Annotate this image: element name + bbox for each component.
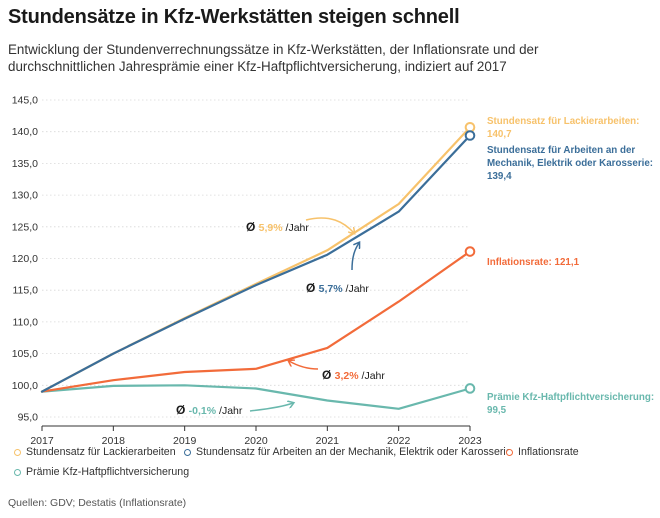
annotation-unit: /Jahr — [362, 370, 386, 382]
annotation-symbol: Ø — [176, 403, 189, 417]
chart-subtitle: Entwicklung der Stundenverrechnungssätze… — [8, 42, 539, 74]
end-label-lack: 140,7 — [487, 129, 512, 140]
annotation-praemie: Ø -0,1% /Jahr — [176, 403, 243, 417]
x-tick-label: 2019 — [173, 435, 197, 447]
annotation-arrow-praemie — [249, 403, 293, 412]
end-marker-mechanik — [464, 130, 476, 141]
y-tick-label: 130,0 — [12, 190, 38, 202]
annotation-unit: /Jahr — [219, 405, 243, 417]
annotation-arrow-inflation — [289, 361, 319, 370]
chart-title: Stundensätze in Kfz-Werkstätten steigen … — [8, 6, 460, 28]
end-label-lack: Stundensatz für Lackierarbeiten: — [487, 116, 639, 127]
y-tick-label: 100,0 — [12, 380, 38, 392]
end-label-inflation: Inflationsrate: 121,1 — [487, 257, 580, 268]
series-line-praemie — [40, 384, 472, 410]
end-label-mechanik: 139,4 — [487, 171, 512, 182]
series-line-inflation — [40, 250, 472, 393]
y-tick-label: 145,0 — [12, 95, 38, 107]
y-tick-label: 95,0 — [18, 412, 39, 424]
annotation-arrow-mechanik — [351, 243, 359, 271]
x-tick-label: 2023 — [458, 435, 482, 447]
annotation-lack: Ø 5,9% /Jahr — [246, 220, 309, 234]
legend-marker-icon — [184, 448, 191, 456]
legend-marker-icon — [14, 448, 21, 456]
source-note: Quellen: GDV; Destatis (Inflationsrate) — [8, 497, 187, 509]
legend-item-praemie: Prämie Kfz-Haftpflichtversicherung — [14, 466, 189, 478]
annotation-unit: /Jahr — [286, 222, 310, 234]
end-marker-praemie — [464, 383, 476, 394]
y-tick-label: 115,0 — [13, 285, 39, 297]
legend-label: Prämie Kfz-Haftpflichtversicherung — [26, 466, 190, 478]
annotation-symbol: Ø — [322, 368, 335, 382]
end-label-praemie: 99,5 — [487, 405, 507, 416]
legend-marker-icon — [506, 448, 513, 456]
annotation-value: 3,2% — [335, 370, 362, 382]
annotation-symbol: Ø — [306, 281, 319, 295]
annotation-value: -0,1% — [189, 405, 219, 417]
annotation-value: 5,9% — [259, 222, 286, 234]
legend-marker-icon — [14, 468, 21, 476]
x-tick-label: 2018 — [102, 435, 126, 447]
x-tick-label: 2022 — [387, 435, 411, 447]
y-tick-label: 135,0 — [12, 158, 38, 170]
y-tick-label: 105,0 — [12, 348, 38, 360]
end-marker-inflation — [464, 246, 476, 257]
series-line-mechanik — [40, 134, 472, 393]
legend-item-inflationsrate: Inflationsrate — [506, 446, 579, 458]
end-label-mechanik: Stundensatz für Arbeiten an der — [487, 145, 635, 156]
y-tick-label: 110,0 — [13, 316, 39, 328]
end-label-praemie: Prämie Kfz-Haftpflichtversicherung: — [487, 392, 654, 403]
y-tick-label: 140,0 — [12, 126, 38, 138]
annotation-inflation: Ø 3,2% /Jahr — [322, 368, 385, 382]
end-label-mechanik: Mechanik, Elektrik oder Karosserie: — [487, 158, 653, 169]
annotation-mechanik: Ø 5,7% /Jahr — [306, 281, 369, 295]
legend-label: Inflationsrate — [518, 446, 579, 458]
x-tick-label: 2020 — [244, 435, 268, 447]
series-line-lack — [40, 126, 472, 393]
x-tick-label: 2021 — [316, 435, 340, 447]
legend-label: Stundensatz für Lackierarbeiten — [26, 446, 176, 458]
x-tick-label: 2017 — [30, 435, 54, 447]
annotation-value: 5,7% — [319, 283, 346, 295]
legend-item-lackierarbeiten: Stundensatz für Lackierarbeiten — [14, 446, 176, 458]
y-tick-label: 125,0 — [12, 221, 38, 233]
y-tick-label: 120,0 — [12, 253, 38, 265]
annotation-unit: /Jahr — [346, 283, 370, 295]
legend-label: Stundensatz für Arbeiten an der Mechanik… — [196, 446, 512, 458]
annotation-symbol: Ø — [246, 220, 259, 234]
legend-item-mechanik: Stundensatz für Arbeiten an der Mechanik… — [184, 446, 512, 458]
annotation-arrow-lack — [305, 217, 354, 233]
